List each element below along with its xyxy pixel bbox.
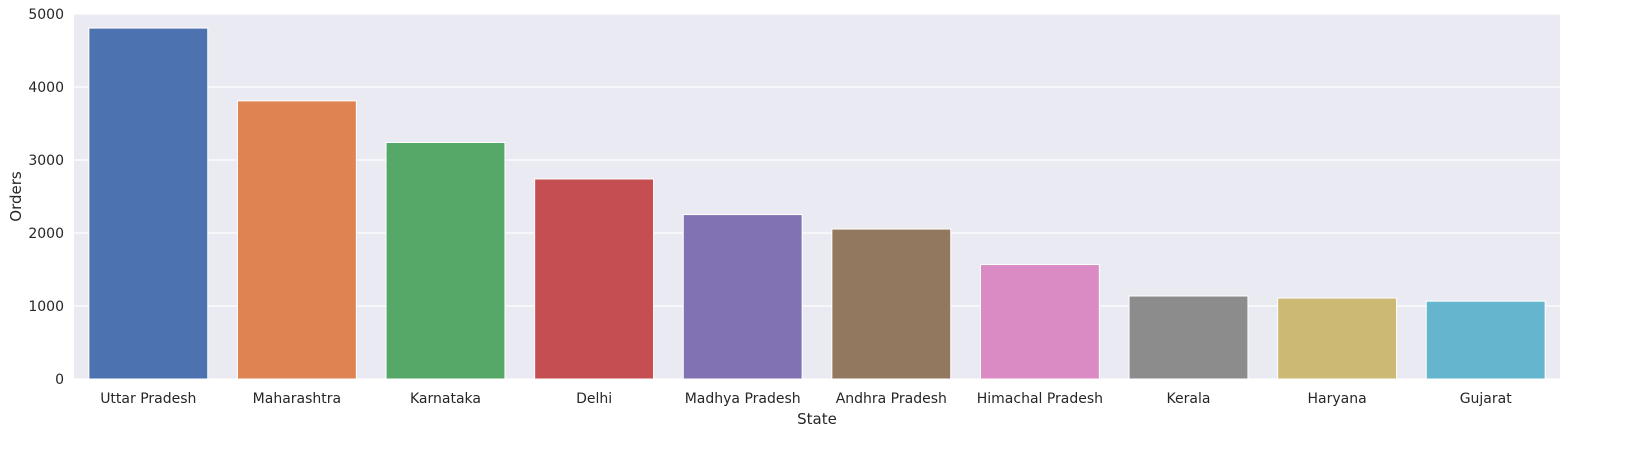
- x-tick-label: Himachal Pradesh: [977, 391, 1103, 407]
- x-axis-ticks: Uttar Pradesh Maharashtra Karnataka Delhi Ma…: [100, 391, 1512, 407]
- bar: [1128, 295, 1249, 380]
- x-tick-label: Madhya Pradesh: [685, 391, 801, 407]
- x-tick-label: Uttar Pradesh: [100, 391, 196, 407]
- y-tick-label: 5000: [28, 7, 64, 23]
- bar: [534, 178, 655, 380]
- bar: [236, 100, 357, 380]
- x-tick-label: Haryana: [1308, 391, 1367, 407]
- bar: [682, 214, 803, 380]
- bar: [979, 264, 1100, 380]
- bar: [88, 27, 209, 380]
- y-axis-ticks: 0 1000 2000 3000 4000 5000: [28, 7, 64, 388]
- x-tick-label: Maharashtra: [253, 391, 341, 407]
- y-axis-title: Orders: [7, 171, 25, 222]
- y-tick-label: 0: [55, 372, 64, 388]
- x-axis-title: State: [797, 410, 837, 428]
- bar: [1277, 297, 1398, 380]
- y-tick-label: 2000: [28, 226, 64, 242]
- x-tick-label: Karnataka: [410, 391, 481, 407]
- y-tick-label: 1000: [28, 299, 64, 315]
- x-tick-label: Gujarat: [1460, 391, 1513, 407]
- x-tick-label: Andhra Pradesh: [836, 391, 947, 407]
- y-tick-label: 3000: [28, 153, 64, 169]
- x-tick-label: Kerala: [1167, 391, 1211, 407]
- x-tick-label: Delhi: [576, 391, 612, 407]
- bar: [831, 228, 952, 380]
- bar: [385, 141, 506, 380]
- y-tick-label: 4000: [28, 80, 64, 96]
- bar: [1425, 300, 1546, 380]
- bars: [88, 27, 1546, 380]
